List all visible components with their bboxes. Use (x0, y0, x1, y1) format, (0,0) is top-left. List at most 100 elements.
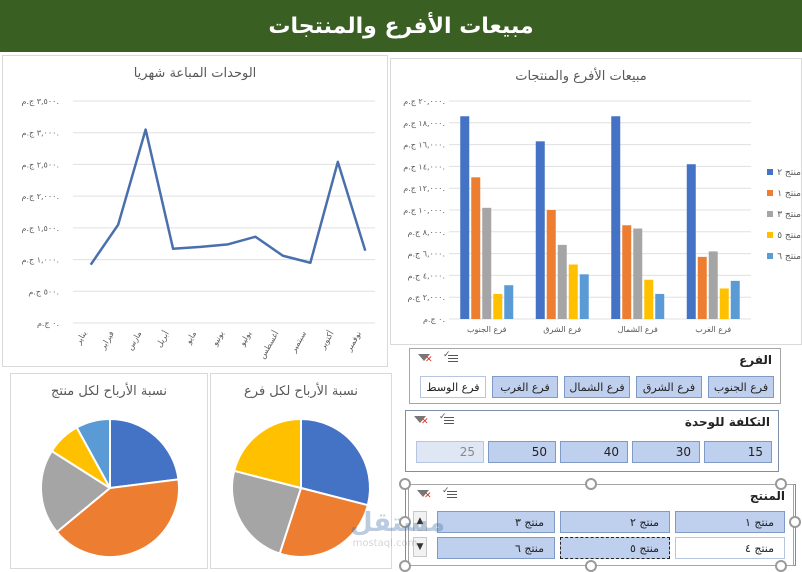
resize-handle-middle-right[interactable] (789, 516, 801, 528)
line-y-tick-label: ٣,٥٠٠ ج.م. (22, 97, 59, 106)
slicer-branch-header: الفرع (739, 353, 772, 367)
clear-filter-icon[interactable] (417, 489, 432, 501)
line-x-tick-label: سبتمبر (288, 329, 308, 355)
bar-y-tick-label: ١٢,٠٠٠ ج.م. (403, 184, 445, 193)
line-x-tick-label: أبريل (154, 329, 171, 349)
bar (579, 274, 589, 319)
bar (622, 225, 632, 319)
line-chart-plot: ٠ ج.م. ٥٠٠ ج.م. ١,٠٠٠ ج.م. ١,٥٠٠ ج.م. ٢,٠٠٠ … (22, 97, 375, 360)
line-x-tick-label: نوفمبر (344, 330, 363, 354)
bar-legend-swatch (767, 211, 773, 217)
line-chart[interactable]: الوحدات المباعة شهريا ٠ ج.م. ٥٠٠ ج.م. ١,٠٠… (2, 55, 388, 367)
resize-handle-bottom-left[interactable] (399, 560, 411, 572)
slicer-item-south[interactable]: فرع الجنوب (708, 376, 774, 398)
pie-product-title: نسبة الأرباح لكل منتج (51, 384, 167, 399)
pie-slice (40, 449, 112, 534)
pie-slice (55, 478, 180, 558)
line-y-tick-label: ٣,٠٠٠ ج.م. (22, 129, 59, 138)
line-x-tick-label: فبراير (98, 329, 116, 351)
clear-filter-icon[interactable] (418, 353, 433, 365)
bar-legend-label: منتج ٥ (777, 231, 801, 241)
slicer-item-product-2[interactable]: منتج ٢ (560, 511, 670, 533)
bar (611, 116, 621, 319)
slicer-item-cost-30[interactable]: 30 (632, 441, 700, 463)
pie-slice (75, 417, 111, 489)
bar-y-tick-label: ٢,٠٠٠ ج.م. (408, 293, 445, 302)
bar-y-tick-label: ٢٠,٠٠٠ ج.م. (403, 97, 445, 106)
slicer-item-center[interactable]: فرع الوسط (420, 376, 486, 398)
resize-handle-top-right[interactable] (775, 478, 787, 490)
bar-chart[interactable]: مبيعات الأفرع والمنتجات ٠ ج.م. ٢,٠٠٠ ج.م.… (390, 58, 802, 345)
bar-y-tick-label: ٤,٠٠٠ ج.م. (408, 271, 445, 280)
slicer-item-west[interactable]: فرع الغرب (492, 376, 558, 398)
bar (535, 141, 545, 319)
resize-handle-bottom-center[interactable] (585, 560, 597, 572)
bar (686, 164, 696, 319)
bar-y-tick-label: ١٤,٠٠٠ ج.م. (403, 162, 445, 171)
slicer-item-product-3[interactable]: منتج ٣ (437, 511, 555, 533)
slicer-item-product-5[interactable]: منتج ٥ (560, 537, 670, 559)
slicer-item-cost-15[interactable]: 15 (704, 441, 772, 463)
slicer-item-north[interactable]: فرع الشمال (564, 376, 630, 398)
chevron-up-icon[interactable]: ▲ (413, 511, 427, 531)
bar-y-tick-label: ١٠,٠٠٠ ج.م. (403, 206, 445, 215)
slicer-item-product-4[interactable]: منتج ٤ (675, 537, 785, 559)
chevron-down-icon[interactable]: ▼ (413, 537, 427, 557)
bar-y-tick-label: ١٨,٠٠٠ ج.م. (403, 119, 445, 128)
resize-handle-bottom-right[interactable] (775, 560, 787, 572)
resize-handle-top-left[interactable] (399, 478, 411, 490)
bar-y-tick-label: ٨,٠٠٠ ج.م. (408, 228, 445, 237)
line-y-tick-label: ١,٠٠٠ ج.م. (22, 256, 59, 265)
bar (708, 251, 718, 319)
bar (460, 116, 470, 319)
slicer-item-cost-50[interactable]: 50 (488, 441, 556, 463)
multi-select-icon[interactable] (443, 350, 458, 365)
slicer-item-cost-25[interactable]: 25 (416, 441, 484, 463)
slicer-branch[interactable]: الفرع فرع الجنوب فرع الشرق فرع الشمال فر… (409, 348, 781, 404)
pie-product-plot (40, 417, 180, 558)
pie-branch-title: نسبة الأرباح لكل فرع (244, 384, 358, 399)
bar-x-tick-label: فرع الغرب (695, 325, 731, 334)
bar (697, 256, 707, 319)
line-y-tick-label: ٥٠٠ ج.م. (28, 287, 59, 296)
bar (546, 210, 556, 319)
bar-x-tick-label: فرع الشمال (618, 325, 658, 334)
line-x-tick-label: يناير (73, 330, 88, 347)
slicer-product[interactable]: المنتج منتج ١ منتج ٢ منتج ٣ منتج ٤ منتج … (408, 484, 794, 566)
pie-chart-product[interactable]: نسبة الأرباح لكل منتج (10, 373, 208, 569)
bar-legend-swatch (767, 190, 773, 196)
line-y-tick-label: ٠ ج.م. (37, 319, 59, 328)
bar (493, 293, 503, 319)
resize-handle-middle-left[interactable] (399, 516, 411, 528)
resize-handle-top-center[interactable] (585, 478, 597, 490)
line-y-tick-label: ٢,٠٠٠ ج.م. (22, 192, 59, 201)
pie-slice (109, 417, 180, 490)
slicer-item-east[interactable]: فرع الشرق (636, 376, 702, 398)
bar (633, 228, 643, 319)
slicer-product-header: المنتج (749, 489, 785, 503)
bar (568, 264, 578, 319)
bar (644, 279, 654, 319)
bar-legend-label: منتج ٣ (777, 210, 801, 220)
line-y-tick-label: ١,٥٠٠ ج.م. (22, 224, 59, 233)
line-x-tick-label: أكتوبر (317, 329, 336, 352)
line-x-tick-label: يونيو (210, 330, 226, 348)
bar-legend-label: منتج ٦ (777, 252, 801, 262)
bar-y-tick-label: ١٦,٠٠٠ ج.م. (403, 141, 445, 150)
line-x-tick-label: يوليو (237, 330, 253, 349)
pie-slice (278, 486, 370, 558)
bar (730, 280, 740, 319)
multi-select-icon[interactable] (439, 412, 454, 427)
multi-select-icon[interactable] (442, 486, 457, 501)
slicer-unit-cost[interactable]: التكلفة للوحدة 15 30 40 50 25 (405, 410, 779, 472)
dashboard-title: مبيعات الأفرع والمنتجات (0, 0, 802, 52)
bar-legend-swatch (767, 169, 773, 175)
pie-chart-branch[interactable]: نسبة الأرباح لكل فرع (210, 373, 392, 569)
bar-chart-plot: ٠ ج.م. ٢,٠٠٠ ج.م. ٤,٠٠٠ ج.م. ٦,٠٠٠ ج.م. ٨,٠٠… (403, 97, 801, 334)
slicer-item-product-6[interactable]: منتج ٦ (437, 537, 555, 559)
slicer-item-cost-40[interactable]: 40 (560, 441, 628, 463)
bar (557, 244, 567, 319)
watermark-logo-text: مستقل (350, 508, 446, 538)
clear-filter-icon[interactable] (414, 415, 429, 427)
slicer-item-product-1[interactable]: منتج ١ (675, 511, 785, 533)
